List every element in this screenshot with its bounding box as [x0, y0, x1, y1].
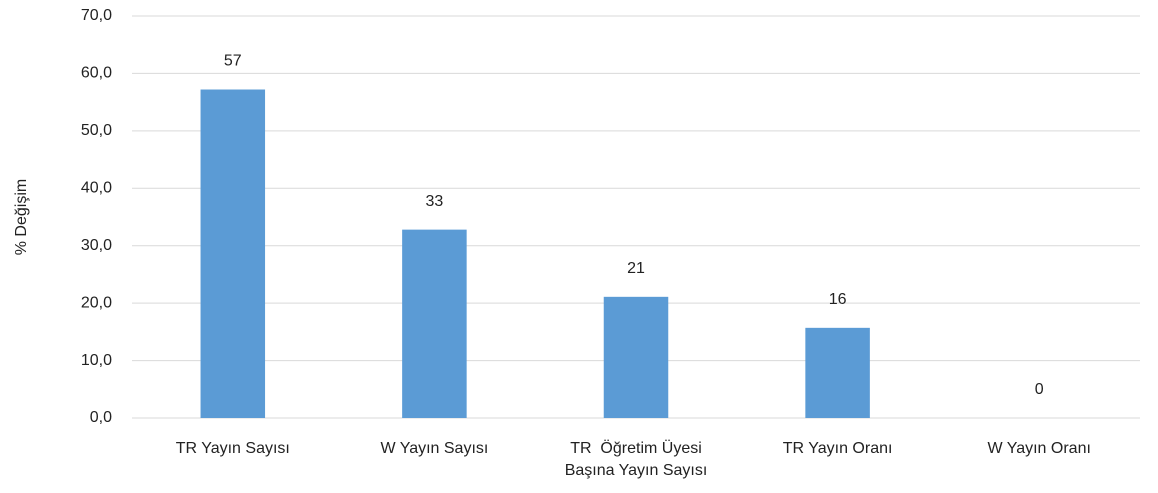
x-tick-label: W Yayın Oranı: [987, 440, 1091, 457]
data-label: 0: [1035, 381, 1044, 398]
bar: [805, 327, 870, 418]
x-tick-label: TR Yayın Sayısı: [175, 440, 290, 457]
data-label: 16: [829, 291, 847, 308]
bar: [603, 296, 669, 418]
data-label: 57: [224, 53, 242, 70]
y-axis-label: % Değişim: [13, 179, 30, 255]
y-tick-label: 10,0: [81, 352, 112, 369]
bar: [200, 89, 266, 418]
y-tick-label: 40,0: [81, 180, 112, 197]
x-tick-label: TR Öğretim Üyesi Başına Yayın Sayısı: [564, 440, 708, 479]
x-tick-label: TR Yayın Oranı: [782, 440, 893, 457]
y-tick-label: 0,0: [90, 409, 112, 426]
y-tick-label: 20,0: [81, 294, 112, 311]
x-tick-label: W Yayın Sayısı: [380, 440, 489, 457]
y-tick-label: 60,0: [81, 65, 112, 82]
bar: [402, 229, 467, 418]
data-label: 33: [426, 193, 444, 210]
y-tick-label: 30,0: [81, 237, 112, 254]
data-label: 21: [627, 260, 645, 277]
y-tick-label: 50,0: [81, 122, 112, 139]
y-tick-label: 70,0: [81, 7, 112, 24]
